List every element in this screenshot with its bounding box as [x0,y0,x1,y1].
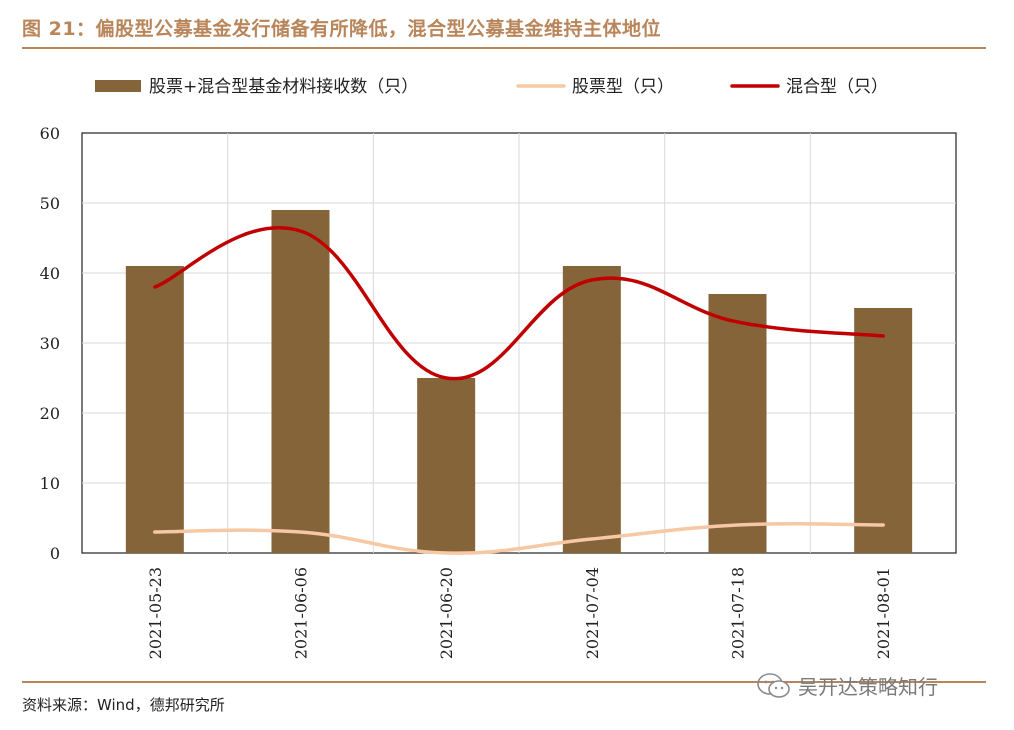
chart: 股票+混合型基金材料接收数（只） 股票型（只） 混合型（只） 0 10 20 30 40 50… [40,77,957,659]
bar [708,294,767,553]
y-tick-label: 60 [40,124,60,143]
x-tick-label: 2021-08-01 [874,567,893,659]
y-tick-label: 30 [40,334,60,353]
y-tick-label: 20 [40,404,60,423]
title-rule [22,47,986,49]
legend-swatch [95,80,141,92]
x-axis-ticks: 2021-05-23 2021-06-06 2021-06-20 2021-07-04… [146,567,893,659]
y-tick-label: 50 [40,194,60,213]
legend-label: 股票型（只） [572,77,674,97]
bar [854,308,913,553]
legend-label: 混合型（只） [786,77,888,97]
figure-title: 图 21：偏股型公募基金发行储备有所降低，混合型公募基金维持主体地位 [22,18,662,40]
y-axis-ticks: 0 10 20 30 40 50 60 [40,124,60,563]
footer-rule [22,681,986,683]
wechat-icon [757,672,790,698]
watermark-text: 吴开达策略知行 [798,675,938,699]
grid-lines [82,133,956,553]
watermark: 吴开达策略知行 [756,671,938,700]
legend: 股票+混合型基金材料接收数（只） 股票型（只） 混合型（只） [95,77,888,97]
x-tick-label: 2021-06-20 [437,567,456,659]
bar [562,266,621,553]
line-hybrid-funds [153,226,885,381]
bars [125,210,913,553]
lines [153,226,885,555]
legend-label: 股票+混合型基金材料接收数（只） [149,77,418,97]
line-stock-funds [153,522,885,555]
legend-item-stock: 股票型（只） [516,77,674,97]
legend-item-bar: 股票+混合型基金材料接收数（只） [95,77,418,97]
bar [125,266,184,553]
source-note: 资料来源：Wind，德邦研究所 [22,696,225,714]
bar [417,378,476,553]
y-tick-label: 0 [50,544,60,563]
x-tick-label: 2021-06-06 [292,567,311,659]
y-tick-label: 40 [40,264,60,283]
x-tick-label: 2021-05-23 [146,567,165,659]
x-tick-label: 2021-07-04 [583,567,602,659]
y-tick-label: 10 [40,474,60,493]
legend-item-hybrid: 混合型（只） [730,77,888,97]
bar [271,210,330,553]
x-tick-label: 2021-07-18 [729,567,748,659]
